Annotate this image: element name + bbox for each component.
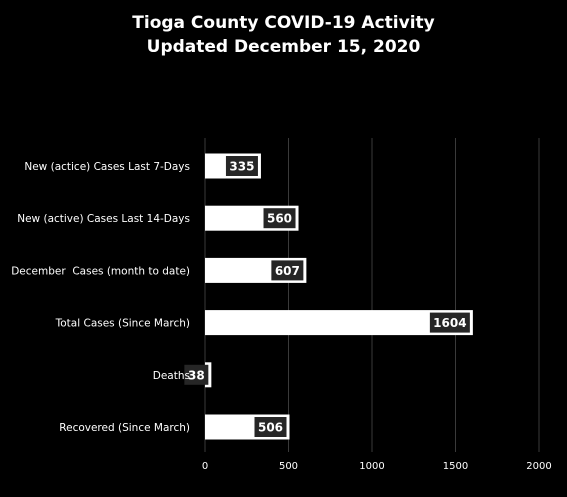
category-labels: New (actice) Cases Last 7-Days New (activ…: [11, 161, 190, 434]
chart-title-line-1: Tioga County COVID-19 Activity: [132, 13, 434, 33]
bars: 335 560 607 1604 38 506: [184, 153, 473, 440]
data-label: 607: [275, 264, 300, 278]
category-label: New (active) Cases Last 14-Days: [17, 213, 190, 225]
gridlines: [204, 138, 540, 452]
x-tick-label: 1000: [359, 461, 384, 472]
bar: [205, 310, 473, 336]
data-label: 560: [267, 212, 292, 226]
data-label: 38: [188, 368, 205, 382]
data-label-box: [254, 417, 287, 437]
x-tick-label: 1500: [443, 461, 468, 472]
data-label-box: [263, 208, 296, 229]
category-label: New (actice) Cases Last 7-Days: [24, 161, 190, 173]
category-label: December Cases (month to date): [11, 265, 190, 277]
data-label: 335: [229, 160, 254, 174]
data-label-box: [184, 364, 209, 385]
data-label-box: [429, 312, 470, 333]
category-label: Deaths: [153, 370, 190, 382]
x-axis-ticks: 0 500 1000 1500 2000: [202, 461, 552, 472]
x-tick-label: 500: [279, 461, 298, 472]
category-label: Recovered (Since March): [59, 422, 190, 434]
x-tick-label: 2000: [526, 461, 551, 472]
data-label: 1604: [433, 316, 466, 330]
category-label: Total Cases (Since March): [55, 318, 190, 330]
chart-title-line-2: Updated December 15, 2020: [147, 37, 421, 57]
data-label: 506: [258, 421, 283, 435]
data-label-box: [225, 156, 258, 176]
data-label-box: [271, 260, 304, 281]
x-tick-label: 0: [202, 461, 208, 472]
